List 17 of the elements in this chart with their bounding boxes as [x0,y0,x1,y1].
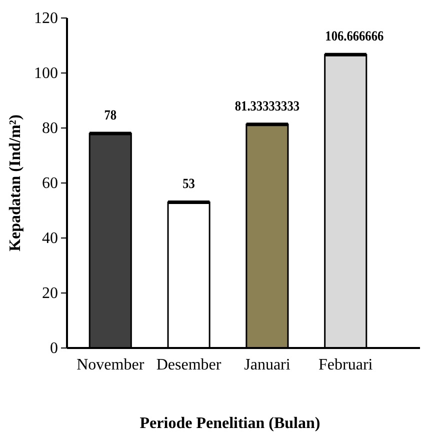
y-axis-title: Kepadatan (Ind/m²) [7,114,24,252]
y-tick-label: 40 [42,230,58,248]
data-label: 53 [182,176,196,192]
y-tick-label: 0 [50,340,58,358]
data-label: 81.33333333 [234,98,300,114]
x-tick-label: Januari [244,356,291,374]
data-label: 78 [104,106,117,123]
y-tick-label: 100 [34,65,58,82]
x-tick-label: Desember [156,356,222,374]
y-tick-label: 120 [34,10,58,28]
y-tick-label: 80 [42,120,58,138]
data-label: 106.666666 [325,28,384,44]
x-tick-label: Februari [318,356,374,374]
y-tick-label: 60 [42,175,58,192]
y-tick-label: 20 [42,285,58,302]
x-axis-title: Periode Penelitian (Bulan) [140,415,320,432]
x-tick-label: November [76,356,145,374]
